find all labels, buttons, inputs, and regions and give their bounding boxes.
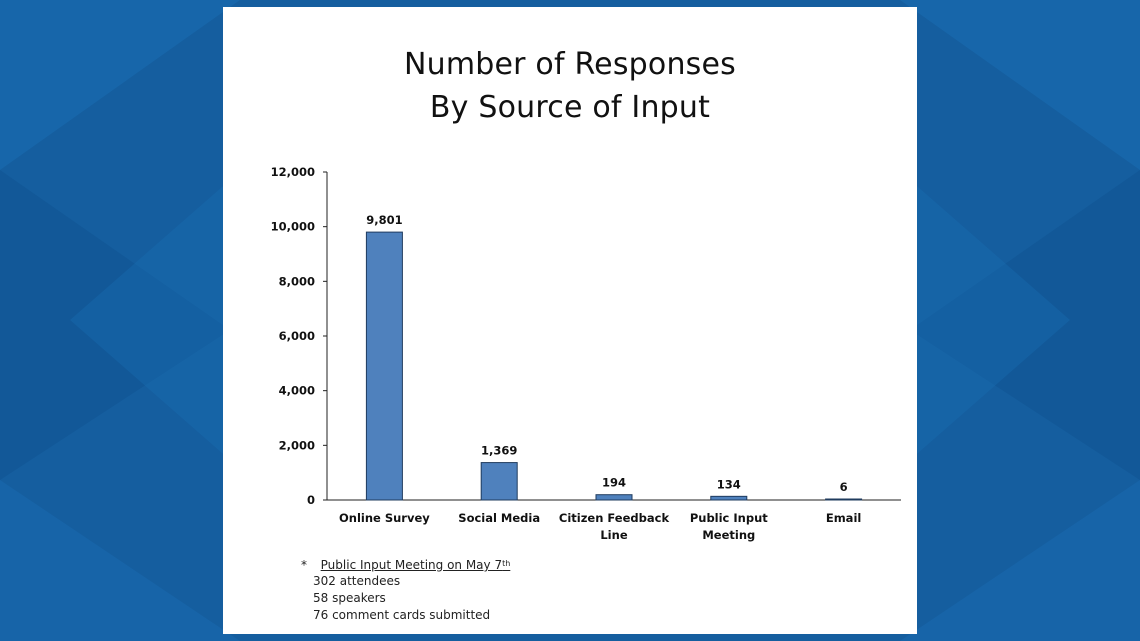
category-label: Line bbox=[600, 528, 627, 542]
footnote-line: 302 attendees bbox=[313, 574, 401, 588]
y-tick-label: 4,000 bbox=[279, 384, 315, 398]
data-label: 1,369 bbox=[481, 444, 517, 458]
footnote-heading: Public Input Meeting on May 7th bbox=[321, 558, 511, 572]
y-tick-label: 2,000 bbox=[279, 438, 315, 452]
category-label: Social Media bbox=[458, 511, 540, 525]
chart-panel: Number of Responses By Source of Input 0… bbox=[223, 7, 917, 634]
y-tick-label: 6,000 bbox=[279, 329, 315, 343]
footnote-heading-row: * Public Input Meeting on May 7th bbox=[301, 557, 510, 574]
data-label: 134 bbox=[717, 477, 741, 491]
bar bbox=[825, 498, 863, 501]
bar bbox=[710, 495, 748, 501]
y-tick-label: 10,000 bbox=[271, 220, 315, 234]
category-label: Meeting bbox=[702, 528, 755, 542]
y-tick-label: 8,000 bbox=[279, 274, 315, 288]
data-label: 9,801 bbox=[366, 213, 402, 227]
bar-chart: 0 2,000 4,000 6,000 8,000 10,000 12,000 9,801 On… bbox=[271, 165, 901, 542]
chart-title-line-1: Number of Responses bbox=[403, 47, 736, 82]
y-tick-label: 12,000 bbox=[271, 165, 315, 179]
footnote-heading-text: Public Input Meeting on May 7 bbox=[320, 558, 503, 572]
footnote-line: 76 comment cards submitted bbox=[313, 608, 491, 622]
bar bbox=[595, 494, 633, 501]
y-tick-label: 0 bbox=[307, 493, 315, 507]
bar bbox=[480, 462, 518, 501]
category-label: Citizen Feedback bbox=[559, 511, 670, 525]
category-label: Online Survey bbox=[339, 511, 430, 525]
category-label: Public Input bbox=[690, 511, 768, 525]
footnote-heading-sup: th bbox=[502, 559, 511, 568]
footnote-marker: * bbox=[301, 558, 307, 572]
data-label: 6 bbox=[840, 480, 848, 494]
footnote-line: 58 speakers bbox=[313, 591, 386, 605]
chart-title-line-2: By Source of Input bbox=[429, 90, 711, 125]
bar bbox=[365, 231, 403, 501]
category-label: Email bbox=[826, 511, 861, 525]
data-label: 194 bbox=[602, 476, 626, 490]
